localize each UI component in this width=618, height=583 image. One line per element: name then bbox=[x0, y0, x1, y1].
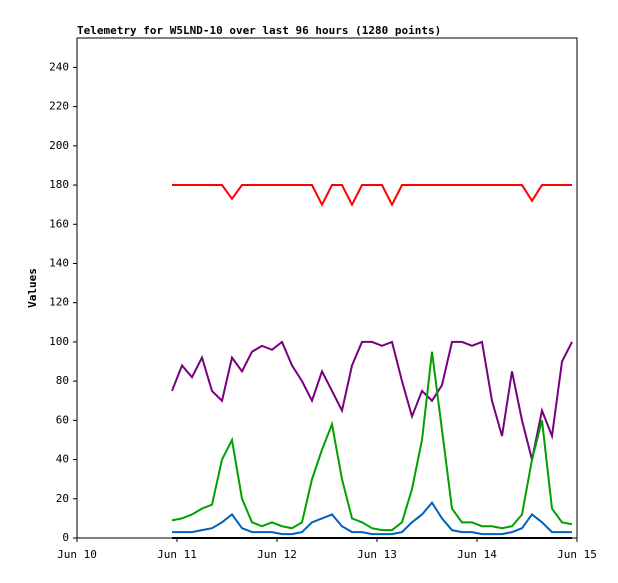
x-tick-label: Jun 10 bbox=[57, 548, 97, 561]
y-tick-label: 220 bbox=[49, 100, 69, 113]
y-tick-label: 240 bbox=[49, 60, 69, 73]
series-line bbox=[172, 184, 572, 207]
series-line bbox=[172, 501, 572, 536]
y-tick-label: 60 bbox=[56, 413, 69, 426]
x-tick-label: Jun 12 bbox=[257, 548, 297, 561]
x-tick-label: Jun 13 bbox=[357, 548, 397, 561]
x-tick-label: Jun 14 bbox=[457, 548, 497, 561]
y-tick-label: 20 bbox=[56, 492, 69, 505]
series-line bbox=[171, 351, 573, 532]
y-axis-label: Values bbox=[26, 268, 39, 308]
y-tick-label: 40 bbox=[56, 453, 69, 466]
y-tick-label: 0 bbox=[62, 531, 69, 544]
series-line bbox=[171, 340, 573, 460]
y-tick-label: 140 bbox=[49, 256, 69, 269]
y-tick-label: 180 bbox=[49, 178, 69, 191]
chart-title: Telemetry for W5LND-10 over last 96 hour… bbox=[77, 24, 441, 37]
y-tick-label: 120 bbox=[49, 296, 69, 309]
x-tick-label: Jun 15 bbox=[557, 548, 597, 561]
y-tick-label: 200 bbox=[49, 139, 69, 152]
x-tick-label: Jun 11 bbox=[157, 548, 197, 561]
y-tick-label: 100 bbox=[49, 335, 69, 348]
plot-area bbox=[76, 37, 578, 539]
y-tick-label: 80 bbox=[56, 374, 69, 387]
y-tick-label: 160 bbox=[49, 217, 69, 230]
